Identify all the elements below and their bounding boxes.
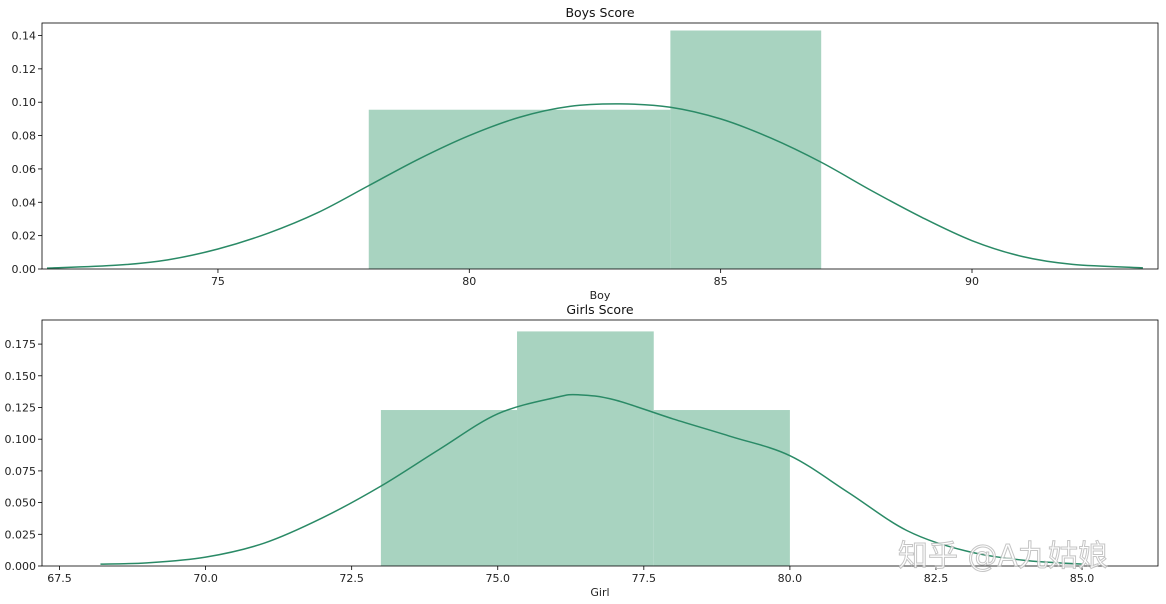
girls-y-tick-label: 0.125 — [5, 401, 37, 414]
boys-x-tick-label: 75 — [211, 275, 225, 288]
girls-hist-bar-1 — [380, 410, 518, 566]
girls-hist-bar-2 — [517, 331, 654, 566]
boys-y-tick-label: 0.12 — [12, 63, 37, 76]
girls-y-tick-label: 0.000 — [5, 560, 37, 573]
girls-x-tick-label: 75.0 — [485, 572, 510, 585]
girls-axes-frame — [41, 319, 1159, 567]
boys-y-tick-label: 0.14 — [12, 30, 37, 43]
girls-y-tick-label: 0.075 — [5, 465, 37, 478]
girls-kde-line — [100, 393, 1083, 565]
girls-x-tick-label: 85.0 — [1070, 572, 1095, 585]
boys-y-tick-label: 0.00 — [12, 263, 37, 276]
boys-hist-bar-1 — [368, 109, 671, 269]
boys-y-tick-label: 0.04 — [12, 196, 37, 209]
boys-axes-frame — [41, 22, 1159, 270]
boys-x-tick-label: 85 — [714, 275, 728, 288]
girls-y-tick-label: 0.150 — [5, 370, 37, 383]
girls-y-tick-label: 0.025 — [5, 528, 37, 541]
boys-kde-line — [46, 103, 1143, 269]
girls-x-axis-label: Girl — [590, 586, 609, 599]
boys-y-tick-label: 0.02 — [12, 230, 37, 243]
boys-hist-bar-2 — [670, 30, 822, 270]
girls-x-tick-label: 70.0 — [193, 572, 218, 585]
boys-y-tick-label: 0.06 — [12, 163, 37, 176]
girls-score-chart: 67.5 70.0 72.5 75.0 77.5 80.0 82.5 85.0 0.000 0.0… — [5, 302, 1159, 599]
boys-y-tick-label: 0.08 — [12, 130, 37, 143]
watermark: 知乎 @A九姑娘 — [898, 539, 1108, 574]
boys-x-axis-label: Boy — [590, 289, 611, 302]
girls-x-tick-label: 82.5 — [924, 572, 949, 585]
girls-x-tick-label: 72.5 — [339, 572, 364, 585]
boys-chart-title: Boys Score — [565, 5, 634, 20]
boys-y-tick-label: 0.10 — [12, 96, 37, 109]
boys-x-tick-label: 90 — [965, 275, 979, 288]
girls-x-tick-label: 77.5 — [632, 572, 657, 585]
boys-score-chart: 75 80 85 90 0.00 0.02 0.04 0.06 0.08 0.10 0.12 0.14… — [12, 5, 1159, 302]
girls-chart-title: Girls Score — [566, 302, 634, 317]
girls-y-tick-label: 0.050 — [5, 497, 37, 510]
girls-y-tick-label: 0.100 — [5, 433, 37, 446]
girls-x-tick-label: 80.0 — [778, 572, 803, 585]
boys-x-tick-label: 80 — [462, 275, 476, 288]
girls-y-tick-label: 0.175 — [5, 338, 37, 351]
girls-x-tick-label: 67.5 — [47, 572, 72, 585]
girls-hist-bar-3 — [653, 410, 790, 566]
